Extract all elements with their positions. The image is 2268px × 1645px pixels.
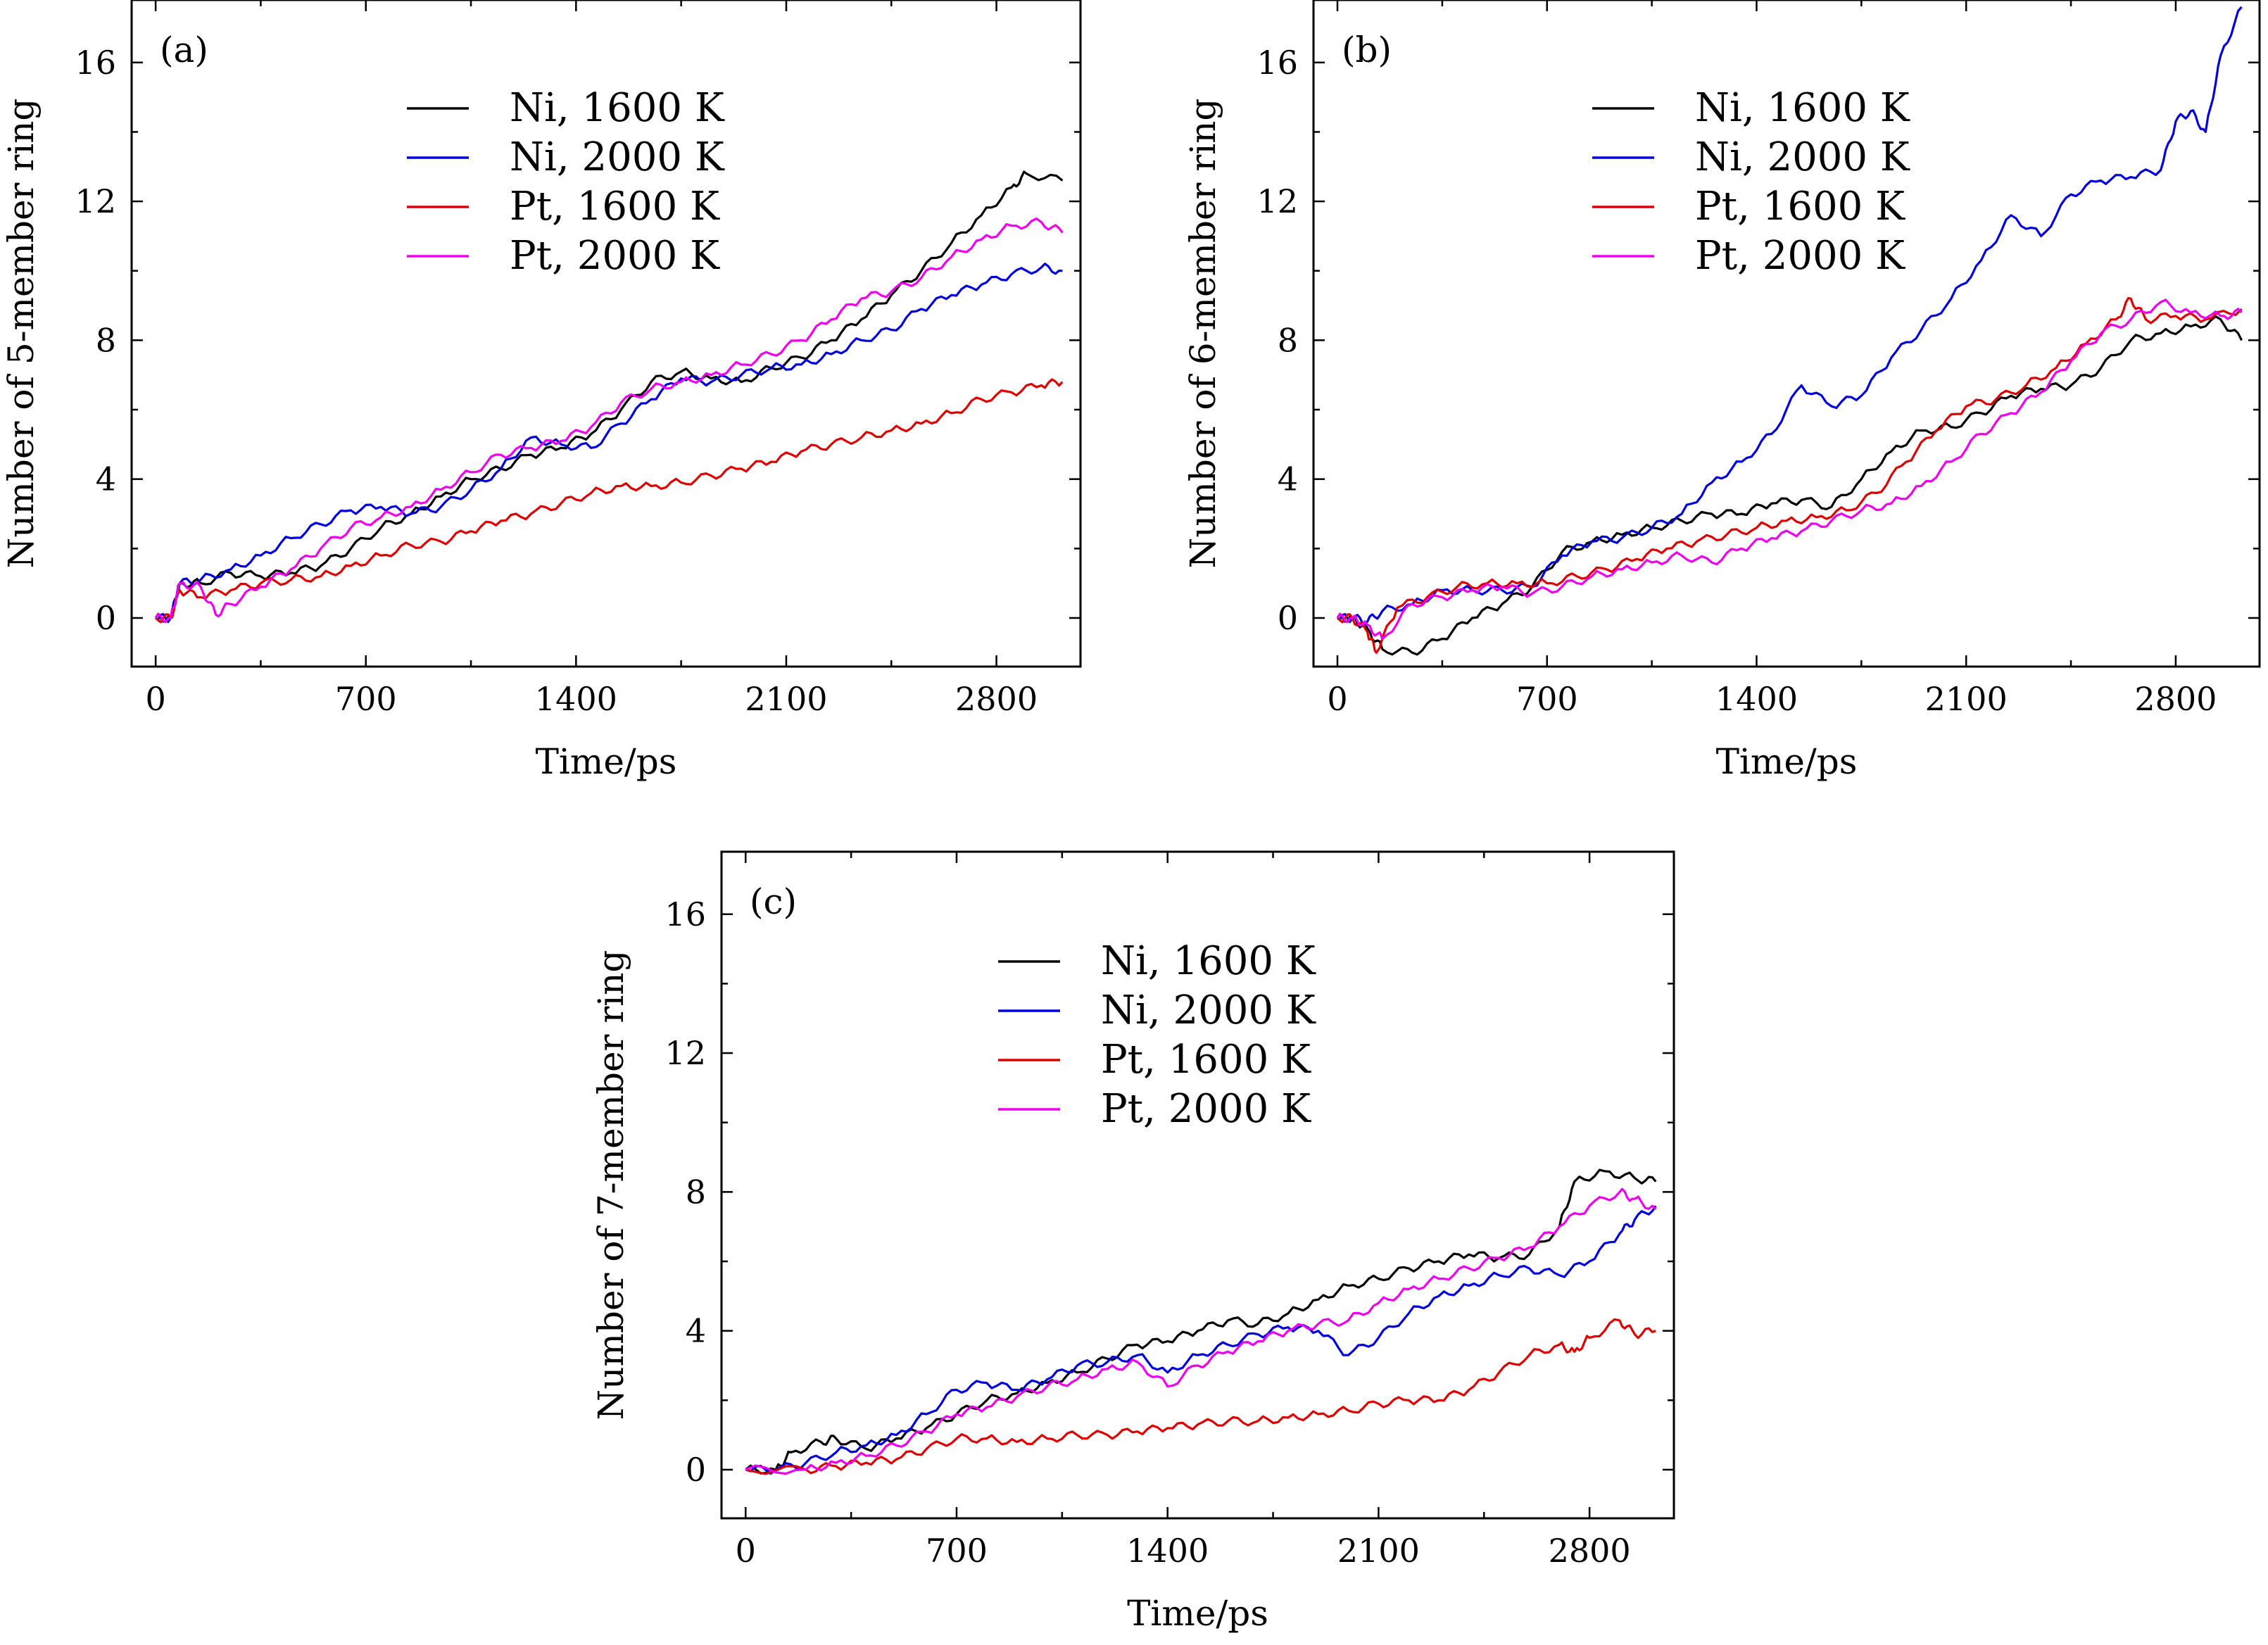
y-tick-label: 16 xyxy=(1256,44,1298,82)
y-tick-label: 8 xyxy=(96,321,116,359)
legend: Ni, 1600 KNi, 2000 KPt, 1600 KPt, 2000 K xyxy=(998,938,1316,1132)
x-tick-label: 0 xyxy=(736,1532,756,1570)
panel-label: (c) xyxy=(750,881,797,922)
legend: Ni, 1600 KNi, 2000 KPt, 1600 KPt, 2000 K xyxy=(1592,85,1910,279)
x-tick-label: 700 xyxy=(1516,680,1578,718)
legend-entry: Ni, 2000 K xyxy=(1695,134,1910,180)
legend-entry: Pt, 2000 K xyxy=(510,233,720,279)
x-tick-label: 2100 xyxy=(1337,1532,1420,1570)
y-tick-label: 8 xyxy=(686,1173,706,1211)
y-axis-label: Number of 7-member ring xyxy=(591,950,631,1420)
x-tick-label: 2800 xyxy=(2134,680,2217,718)
series-line-ni-2000-k xyxy=(745,1205,1657,1475)
y-tick-label: 4 xyxy=(686,1312,706,1350)
x-axis-label: Time/ps xyxy=(536,741,677,782)
series-line-pt-2000-k xyxy=(154,218,1064,624)
y-tick-label: 0 xyxy=(686,1451,706,1489)
legend-entry: Pt, 1600 K xyxy=(1101,1037,1311,1083)
x-tick-label: 700 xyxy=(926,1532,988,1570)
panel-label: (b) xyxy=(1342,30,1392,70)
panel-3: 0 700 1400 2100 2800 0 4 8 12 16 Time/ps Number of … xyxy=(591,850,1675,1634)
y-tick-label: 0 xyxy=(96,599,116,637)
panel-1: 0 700 1400 2100 2800 0 4 8 12 16 Time/ps Number of … xyxy=(1,0,1082,782)
y-tick-label: 4 xyxy=(1278,460,1298,498)
panel-2: 0 700 1400 2100 2800 0 4 8 12 16 Time/ps Number of … xyxy=(1183,0,2261,782)
x-tick-label: 700 xyxy=(335,680,397,718)
y-tick-label: 12 xyxy=(1256,182,1298,220)
y-tick-label: 4 xyxy=(96,460,116,498)
y-axis-label: Number of 5-member ring xyxy=(1,99,42,569)
series-line-ni-1600-k xyxy=(1336,315,2243,656)
series-group xyxy=(745,1168,1657,1475)
series-group xyxy=(1336,6,2243,656)
legend: Ni, 1600 KNi, 2000 KPt, 1600 KPt, 2000 K xyxy=(407,85,725,279)
x-tick-label: 0 xyxy=(145,680,165,718)
x-tick-label: 1400 xyxy=(1126,1532,1209,1570)
x-tick-label: 2800 xyxy=(1549,1532,1631,1570)
y-tick-label: 16 xyxy=(664,895,706,933)
legend-entry: Pt, 2000 K xyxy=(1101,1086,1311,1132)
x-tick-label: 1400 xyxy=(1715,680,1798,718)
series-line-ni-1600-k xyxy=(745,1168,1657,1475)
series-line-pt-1600-k xyxy=(155,378,1064,624)
x-axis-label: Time/ps xyxy=(1716,741,1858,782)
y-tick-label: 12 xyxy=(664,1034,706,1072)
x-axis-label: Time/ps xyxy=(1127,1593,1268,1634)
series-line-pt-2000-k xyxy=(745,1187,1657,1475)
x-tick-label: 2100 xyxy=(745,680,827,718)
series-line-pt-2000-k xyxy=(1336,298,2243,641)
y-tick-label: 0 xyxy=(1278,599,1298,637)
legend-entry: Pt, 1600 K xyxy=(510,184,720,229)
plot-frame xyxy=(130,0,1082,668)
plot-frame xyxy=(720,850,1675,1520)
x-tick-label: 2100 xyxy=(1925,680,2008,718)
panel-label: (a) xyxy=(160,30,208,70)
series-group xyxy=(154,170,1064,624)
x-tick-label: 2800 xyxy=(955,680,1038,718)
legend-entry: Pt, 2000 K xyxy=(1695,233,1905,279)
series-line-pt-1600-k xyxy=(745,1318,1656,1475)
legend-entry: Ni, 1600 K xyxy=(510,85,725,131)
series-line-ni-2000-k xyxy=(155,263,1063,624)
legend-entry: Ni, 1600 K xyxy=(1695,85,1910,131)
series-line-pt-1600-k xyxy=(1336,297,2243,654)
y-tick-label: 16 xyxy=(75,44,116,82)
legend-entry: Ni, 2000 K xyxy=(510,134,725,180)
plot-frame xyxy=(1312,0,2261,668)
y-tick-label: 12 xyxy=(75,182,116,220)
legend-entry: Ni, 2000 K xyxy=(1101,988,1316,1033)
y-axis-label: Number of 6-member ring xyxy=(1183,99,1223,569)
legend-entry: Ni, 1600 K xyxy=(1101,938,1316,984)
x-tick-label: 1400 xyxy=(535,680,617,718)
legend-entry: Pt, 1600 K xyxy=(1695,184,1905,229)
x-tick-label: 0 xyxy=(1327,680,1347,718)
y-tick-label: 8 xyxy=(1278,321,1298,359)
series-line-ni-1600-k xyxy=(154,170,1064,623)
